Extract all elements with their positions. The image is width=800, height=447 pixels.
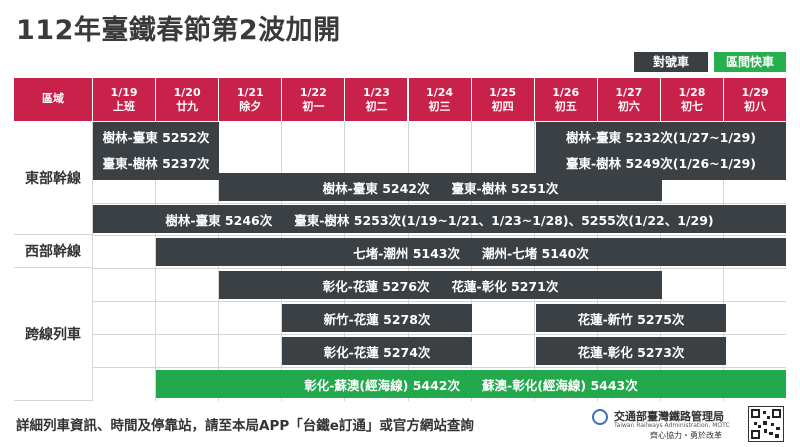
header-day: 1/29 初八 <box>724 78 787 121</box>
schedule-grid: 區域 1/19 上班 1/20 廿九 1/21 除夕 1/22 初一 1/23 初二 1/24 初三 1… <box>14 78 787 403</box>
header-date: 1/24 <box>426 86 454 99</box>
train-bar-east-1b: 樹林-臺東 5232次(1/27~1/29) 臺東-樹林 5249次(1/26~… <box>536 122 786 180</box>
train-bar-east-1a: 樹林-臺東 5252次 臺東-樹林 5237次 <box>93 122 219 180</box>
train-bar-east-2: 樹林-臺東 5242次 臺東-樹林 5251次 <box>219 173 662 201</box>
org-name: 交通部臺灣鐵路管理局 <box>614 410 724 423</box>
legend-local-express: 區間快車 <box>714 52 786 72</box>
train-bar-cross-4: 彰化-蘇澳(經海線) 5442次 蘇澳-彰化(經海線) 5443次 <box>156 370 786 398</box>
header-lunar-day: 廿九 <box>176 100 199 113</box>
header-lunar-day: 初五 <box>554 100 577 113</box>
header-date: 1/21 <box>236 86 264 99</box>
footer-note: 詳細列車資訊、時間及停靠站，請至本局APP「台鐵e訂通」或官方網站查詢 <box>16 418 474 434</box>
train-bar-cross-3b: 花蓮-彰化 5273次 <box>536 337 726 365</box>
grid-line <box>155 121 157 401</box>
train-bar-east-3: 樹林-臺東 5246次 臺東-樹林 5253次(1/19~1/21、1/23~1… <box>93 205 786 233</box>
train-label: 臺東-樹林 5251次 <box>451 180 559 196</box>
train-label: 彰化-花蓮 5276次 <box>322 278 430 294</box>
grid-line <box>92 121 93 401</box>
train-bar-cross-2b: 花蓮-新竹 5275次 <box>536 304 726 332</box>
train-label: 樹林-臺東 5246次 <box>165 212 273 228</box>
train-label: 七堵-潮州 5143次 <box>353 245 460 261</box>
grid-line <box>92 203 786 204</box>
header-date: 1/23 <box>362 86 390 99</box>
org-name-en: Taiwan Railways Administration, MOTC <box>614 422 730 429</box>
header-date: 1/27 <box>615 86 643 99</box>
header-date: 1/28 <box>678 86 706 99</box>
legend-reserved-train: 對號車 <box>634 52 708 72</box>
header-day: 1/19 上班 <box>93 78 156 121</box>
train-label: 彰化-蘇澳(經海線) 5442次 <box>304 377 460 393</box>
train-label: 蘇澳-彰化(經海線) 5443次 <box>482 377 638 393</box>
region-east: 東部幹線 <box>14 121 92 235</box>
header-day: 1/22 初一 <box>282 78 345 121</box>
org-slogan: 齊心協力・勇於改革 <box>650 431 722 440</box>
grid-line <box>92 367 786 368</box>
region-west: 西部幹線 <box>14 235 92 268</box>
header-day: 1/21 除夕 <box>219 78 282 121</box>
train-label: 花蓮-彰化 5271次 <box>451 278 559 294</box>
header-lunar-day: 上班 <box>113 100 136 113</box>
train-bar-cross-2a: 新竹-花蓮 5278次 <box>282 304 472 332</box>
grid-line <box>92 334 786 335</box>
train-label: 臺東-樹林 5249次(1/26~1/29) <box>565 156 757 171</box>
train-label: 潮州-七堵 5140次 <box>482 245 589 261</box>
header-date: 1/22 <box>299 86 327 99</box>
header-day: 1/23 初二 <box>345 78 408 121</box>
header-date: 1/25 <box>489 86 517 99</box>
header-date: 1/19 <box>110 86 138 99</box>
header-lunar-day: 初六 <box>617 100 640 113</box>
page-title: 112年臺鐵春節第2波加開 <box>16 15 341 46</box>
header-lunar-day: 初二 <box>365 100 388 113</box>
header-lunar-day: 初四 <box>491 100 514 113</box>
train-label: 樹林-臺東 5252次 <box>102 130 210 145</box>
header-lunar-day: 除夕 <box>239 100 262 113</box>
header-day: 1/25 初四 <box>471 78 534 121</box>
train-bar-west-1: 七堵-潮州 5143次 潮州-七堵 5140次 <box>156 238 786 266</box>
grid-line <box>92 235 786 236</box>
header-day: 1/24 初三 <box>408 78 471 121</box>
train-label: 花蓮-彰化 5273次 <box>577 344 685 360</box>
tra-logo-icon <box>592 409 608 425</box>
qr-code-icon[interactable] <box>748 406 784 442</box>
train-label: 花蓮-新竹 5275次 <box>577 311 685 327</box>
train-label: 臺東-樹林 5253次(1/19~1/21、1/23~1/28)、5255次(1… <box>294 212 714 228</box>
header-lunar-day: 初七 <box>680 100 703 113</box>
header-date: 1/26 <box>552 86 580 99</box>
header-day: 1/26 初五 <box>534 78 597 121</box>
train-label: 新竹-花蓮 5278次 <box>323 311 431 327</box>
train-label: 彰化-花蓮 5274次 <box>323 344 431 360</box>
train-label: 樹林-臺東 5242次 <box>322 180 430 196</box>
header-day: 1/20 廿九 <box>156 78 219 121</box>
region-cross: 跨線列車 <box>14 268 92 401</box>
train-bar-cross-1: 彰化-花蓮 5276次 花蓮-彰化 5271次 <box>219 271 662 299</box>
header-date: 1/20 <box>173 86 201 99</box>
header-day: 1/28 初七 <box>660 78 723 121</box>
header-day: 1/27 初六 <box>597 78 660 121</box>
train-label: 臺東-樹林 5237次 <box>102 156 210 171</box>
header-lunar-day: 初一 <box>302 100 325 113</box>
header-region: 區域 <box>14 78 92 121</box>
header-lunar-day: 初八 <box>744 100 767 113</box>
train-bar-cross-3a: 彰化-花蓮 5274次 <box>282 337 472 365</box>
grid-line <box>92 301 786 302</box>
header-date: 1/29 <box>741 86 769 99</box>
train-label: 樹林-臺東 5232次(1/27~1/29) <box>565 130 757 145</box>
header-lunar-day: 初三 <box>428 100 451 113</box>
grid-line <box>92 268 786 269</box>
